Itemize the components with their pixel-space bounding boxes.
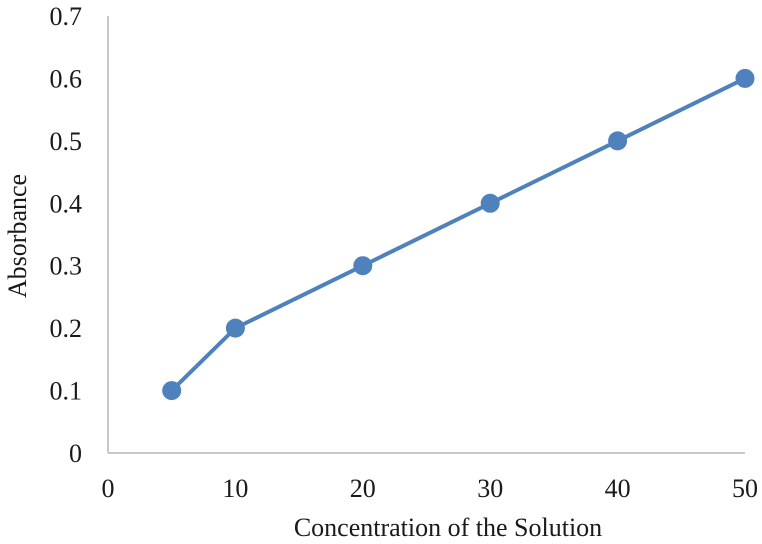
x-tick-label: 10	[222, 474, 248, 503]
x-tick-label: 40	[605, 474, 631, 503]
data-point-marker	[735, 68, 755, 88]
y-axis-label: Absorbance	[3, 174, 32, 298]
x-axis-label: Concentration of the Solution	[294, 513, 602, 542]
data-point-marker	[225, 318, 245, 338]
data-markers	[162, 68, 755, 401]
y-axis-ticks: 0 0.1 0.2 0.3 0.4 0.5 0.6 0.7	[50, 2, 83, 468]
data-point-marker	[480, 193, 500, 213]
y-tick-label: 0.6	[50, 64, 83, 93]
x-tick-label: 50	[732, 474, 758, 503]
data-point-marker	[162, 381, 182, 401]
y-tick-label: 0	[69, 439, 82, 468]
series-line	[170, 76, 746, 393]
y-tick-label: 0.1	[50, 377, 83, 406]
y-tick-label: 0.2	[50, 314, 83, 343]
y-tick-label: 0.3	[50, 252, 83, 281]
data-point-marker	[608, 131, 628, 151]
x-axis-ticks: 0 10 20 30 40 50	[102, 474, 759, 503]
x-tick-label: 30	[477, 474, 503, 503]
x-tick-label: 0	[102, 474, 115, 503]
y-tick-label: 0.4	[50, 189, 83, 218]
x-tick-label: 20	[350, 474, 376, 503]
y-tick-label: 0.5	[50, 127, 83, 156]
data-point-marker	[353, 256, 373, 276]
y-tick-label: 0.7	[50, 2, 83, 31]
